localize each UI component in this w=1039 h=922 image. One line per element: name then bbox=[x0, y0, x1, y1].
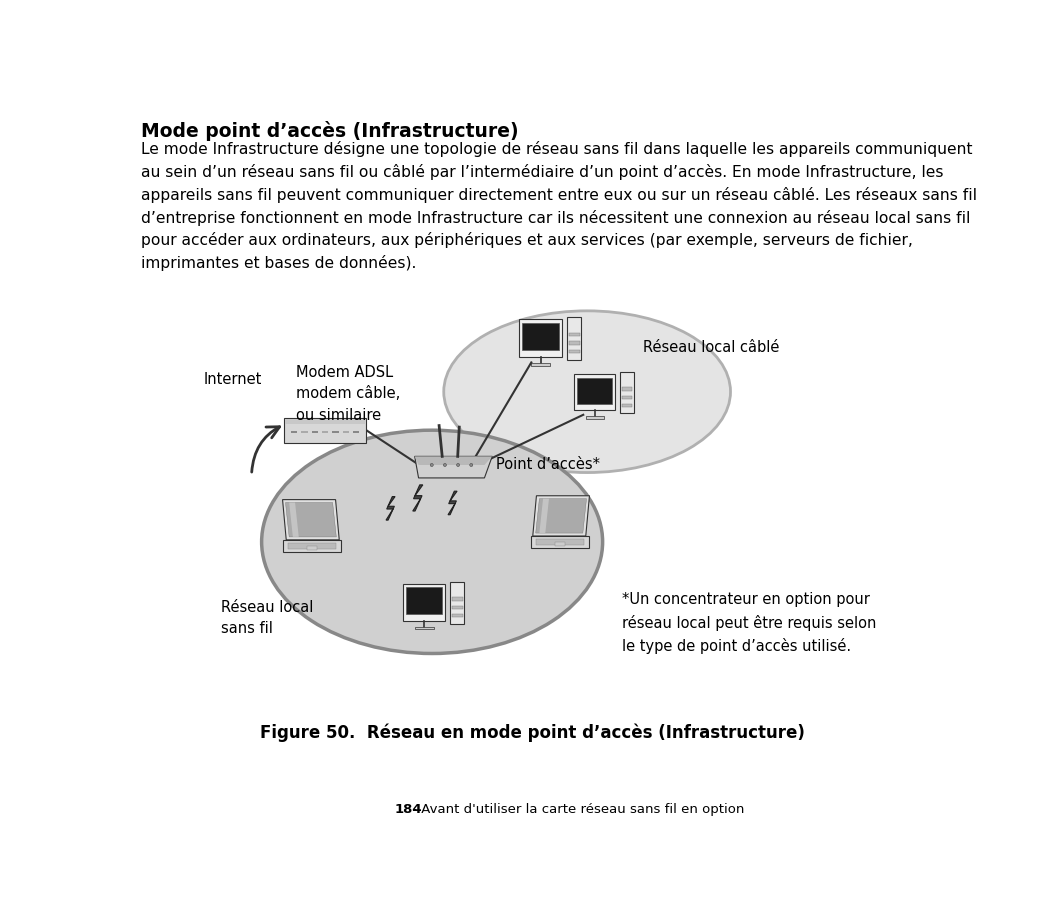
FancyBboxPatch shape bbox=[285, 418, 366, 443]
Text: Figure 50.  Réseau en mode point d’accès (Infrastructure): Figure 50. Réseau en mode point d’accès … bbox=[260, 724, 804, 742]
Bar bbox=[343, 431, 349, 433]
Circle shape bbox=[444, 464, 447, 467]
Text: Point d’accès*: Point d’accès* bbox=[496, 457, 600, 472]
Polygon shape bbox=[387, 497, 395, 520]
Bar bbox=[555, 542, 565, 546]
Text: Internet: Internet bbox=[204, 372, 262, 387]
Text: Réseau local
sans fil: Réseau local sans fil bbox=[221, 599, 314, 636]
Bar bbox=[578, 378, 612, 404]
Polygon shape bbox=[412, 485, 423, 511]
Bar bbox=[452, 614, 462, 618]
Bar bbox=[621, 396, 633, 399]
Bar bbox=[283, 540, 342, 551]
Bar bbox=[332, 431, 339, 433]
Polygon shape bbox=[415, 456, 492, 478]
Bar bbox=[567, 317, 581, 360]
Bar bbox=[406, 587, 443, 614]
Text: Modem ADSL
modem câble,
ou similaire: Modem ADSL modem câble, ou similaire bbox=[296, 365, 401, 423]
Ellipse shape bbox=[444, 311, 730, 473]
Circle shape bbox=[456, 464, 459, 467]
Bar bbox=[288, 543, 337, 550]
Bar bbox=[621, 404, 633, 407]
Bar bbox=[415, 627, 433, 630]
Bar bbox=[286, 419, 365, 424]
Bar bbox=[620, 372, 634, 413]
Text: Le mode Infrastructure désigne une topologie de réseau sans fil dans laquelle le: Le mode Infrastructure désigne une topol… bbox=[140, 141, 977, 271]
Bar bbox=[621, 387, 633, 391]
Bar bbox=[568, 333, 580, 337]
Bar bbox=[568, 350, 580, 353]
Text: - Avant d'utiliser la carte réseau sans fil en option: - Avant d'utiliser la carte réseau sans … bbox=[408, 802, 745, 816]
Circle shape bbox=[430, 464, 433, 467]
Circle shape bbox=[470, 464, 473, 467]
Bar bbox=[536, 539, 584, 545]
FancyBboxPatch shape bbox=[403, 584, 446, 621]
Bar bbox=[451, 582, 464, 623]
Bar bbox=[307, 546, 317, 550]
Bar bbox=[312, 431, 318, 433]
Text: Réseau local câblé: Réseau local câblé bbox=[643, 340, 779, 355]
Bar bbox=[523, 323, 559, 350]
Bar bbox=[452, 597, 462, 600]
Bar bbox=[291, 431, 297, 433]
Bar bbox=[531, 536, 589, 548]
Polygon shape bbox=[448, 491, 457, 514]
Bar bbox=[586, 416, 604, 419]
Bar bbox=[568, 341, 580, 345]
Bar bbox=[322, 431, 328, 433]
Text: 184: 184 bbox=[394, 802, 422, 816]
Text: *Un concentrateur en option pour
réseau local peut être requis selon
le type de : *Un concentrateur en option pour réseau … bbox=[622, 592, 876, 655]
Bar bbox=[301, 431, 308, 433]
Polygon shape bbox=[289, 502, 299, 537]
Polygon shape bbox=[415, 456, 492, 465]
Polygon shape bbox=[533, 496, 589, 536]
Polygon shape bbox=[539, 499, 549, 533]
Polygon shape bbox=[536, 499, 586, 533]
Bar bbox=[353, 431, 359, 433]
Bar bbox=[531, 363, 551, 366]
Bar bbox=[452, 606, 462, 609]
Polygon shape bbox=[283, 500, 340, 540]
Polygon shape bbox=[286, 502, 337, 537]
FancyBboxPatch shape bbox=[575, 374, 615, 410]
Ellipse shape bbox=[262, 431, 603, 654]
FancyBboxPatch shape bbox=[520, 319, 562, 357]
Text: Mode point d’accès (Infrastructure): Mode point d’accès (Infrastructure) bbox=[140, 122, 518, 141]
